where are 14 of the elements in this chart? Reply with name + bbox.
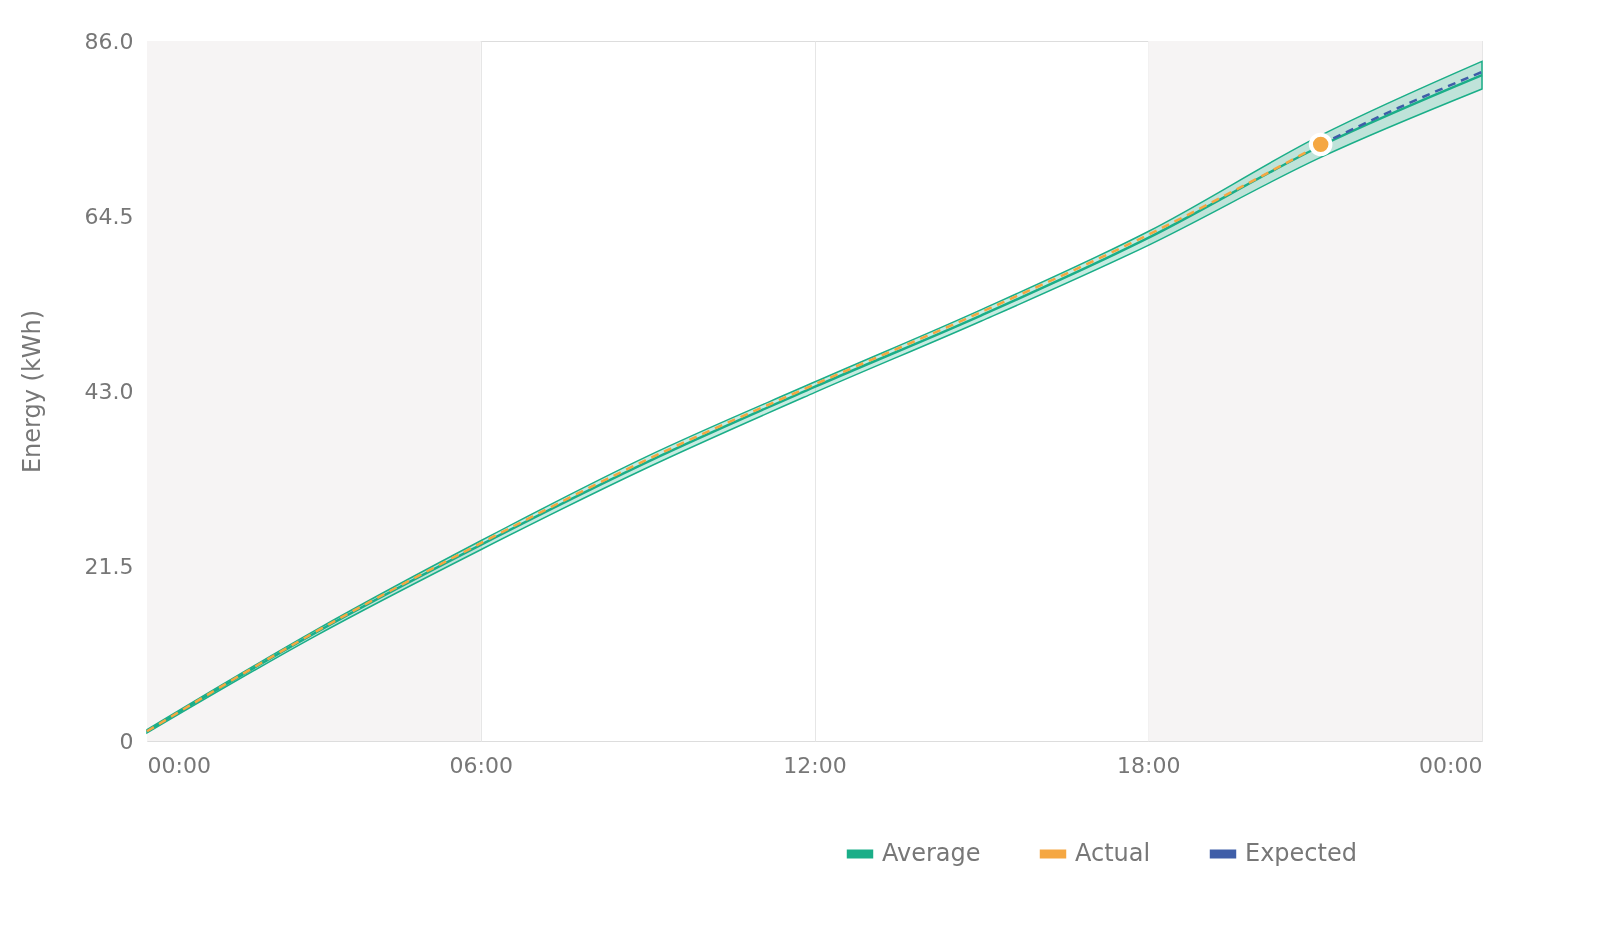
x-tick-label: 00:00 [147, 752, 211, 778]
legend-label: Expected [1245, 839, 1357, 867]
y-tick-label: 0 [119, 728, 134, 754]
x-tick-label: 12:00 [783, 752, 847, 778]
y-tick-label: 64.5 [84, 203, 134, 229]
y-tick-label: 21.5 [84, 553, 134, 579]
y-axis-title: Energy (kWh) [17, 309, 46, 474]
legend-label: Average [882, 839, 981, 867]
x-tick-label: 00:00 [1419, 752, 1483, 778]
x-tick-label: 18:00 [1117, 752, 1181, 778]
y-tick-label: 43.0 [84, 378, 134, 404]
legend-label: Actual [1075, 839, 1151, 867]
y-tick-label: 86.0 [84, 28, 134, 54]
x-tick-label: 06:00 [449, 752, 513, 778]
